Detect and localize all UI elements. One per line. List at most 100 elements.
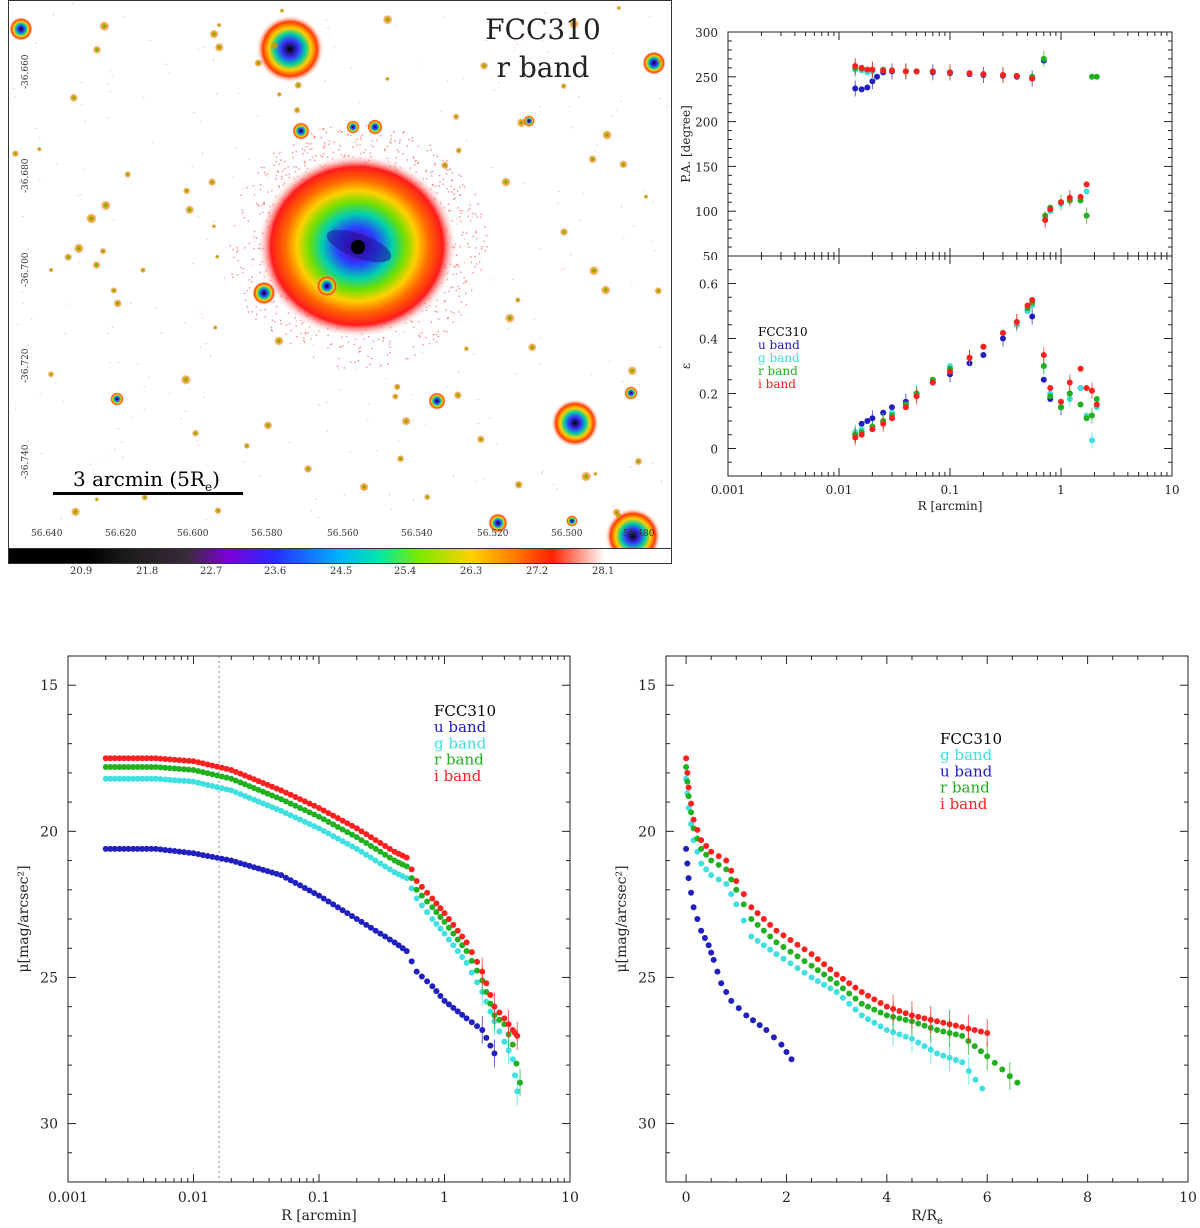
noise-dot (250, 265, 253, 267)
faint-source (392, 393, 399, 400)
noise-dot (328, 143, 330, 145)
data-point (228, 787, 235, 794)
data-point (487, 1008, 494, 1015)
data-point (413, 895, 420, 902)
noise-dot (447, 191, 450, 193)
data-point (228, 766, 235, 773)
noise-dot (407, 133, 409, 135)
data-point (710, 956, 717, 963)
noise-dot (359, 144, 361, 146)
data-point (209, 762, 216, 769)
data-point (947, 368, 953, 375)
noise-dot (438, 174, 441, 177)
data-point (1083, 181, 1090, 188)
noise-dot (330, 126, 332, 128)
data-point (690, 816, 697, 823)
noise-dot (60, 518, 62, 520)
data-point (386, 936, 393, 943)
noise-dot (198, 444, 200, 446)
noise-dot (435, 341, 438, 343)
legend-entry: i band (434, 767, 482, 785)
noise-dot (643, 189, 645, 192)
noise-dot (359, 350, 361, 353)
data-point (301, 884, 308, 891)
noise-dot (383, 337, 385, 339)
data-point (134, 764, 141, 771)
x-axis-label-sub: e (937, 1216, 943, 1227)
noise-dot (22, 215, 24, 218)
data-point (474, 1023, 481, 1030)
data-point (468, 969, 475, 976)
noise-dot (456, 223, 458, 225)
faint-source (454, 391, 462, 400)
noise-dot (201, 153, 204, 155)
noise-dot (359, 136, 362, 139)
data-point (382, 842, 389, 849)
legend-entry: u band (758, 338, 800, 352)
data-point (287, 800, 294, 807)
data-point (171, 765, 178, 772)
noise-dot (438, 185, 441, 187)
noise-dot (55, 163, 58, 165)
noise-dot (631, 282, 633, 284)
data-point (301, 807, 308, 814)
scale-bar (53, 492, 243, 495)
data-point (311, 811, 318, 818)
noise-dot (315, 154, 317, 157)
data-point (325, 898, 332, 905)
noise-dot (467, 215, 469, 218)
noise-dot (489, 279, 491, 281)
legend-entry: g band (434, 734, 487, 752)
data-point (301, 818, 308, 825)
data-point (330, 833, 337, 840)
data-point (852, 1006, 859, 1013)
ra-tick: 56.560 (327, 529, 359, 539)
noise-dot (417, 161, 420, 164)
noise-dot (363, 338, 365, 340)
noise-dot (352, 146, 354, 148)
noise-dot (358, 351, 360, 353)
data-point (454, 936, 461, 943)
data-point (468, 957, 475, 964)
noise-dot (443, 300, 446, 303)
faint-source (293, 106, 301, 114)
data-point (474, 979, 481, 986)
noise-dot (452, 286, 454, 288)
noise-dot (324, 80, 326, 82)
data-point (980, 71, 987, 78)
data-point (468, 1019, 475, 1026)
noise-dot (437, 318, 440, 320)
ra-tick: 56.580 (251, 529, 283, 539)
data-point (143, 755, 150, 762)
x-tick-label: 4 (882, 1190, 891, 1206)
data-point (241, 772, 248, 779)
noise-dot (340, 346, 342, 349)
data-point (980, 352, 987, 358)
star (292, 122, 310, 140)
data-point (517, 1079, 524, 1086)
noise-dot (288, 173, 291, 175)
noise-dot (580, 75, 583, 77)
data-point (297, 816, 304, 823)
data-point (204, 770, 211, 777)
noise-dot (458, 186, 461, 188)
noise-dot (436, 155, 438, 157)
faint-source (183, 187, 190, 195)
data-point (237, 860, 244, 867)
x-tick-label: 6 (983, 1190, 992, 1206)
noise-dot (365, 366, 368, 368)
faint-source (274, 336, 284, 346)
data-point (733, 878, 740, 885)
noise-dot (259, 309, 262, 311)
data-point (152, 755, 159, 762)
pa-chart: 50 100 150 200 250 300 P.A. [degree] (679, 26, 1173, 260)
data-point (269, 869, 276, 876)
noise-dot (253, 230, 256, 233)
noise-dot (292, 156, 294, 159)
data-point (683, 755, 690, 762)
colorbar-tick: 21.8 (136, 566, 159, 577)
noise-dot (439, 181, 441, 183)
noise-dot (356, 138, 358, 141)
data-point (223, 765, 230, 772)
data-point (479, 968, 486, 975)
